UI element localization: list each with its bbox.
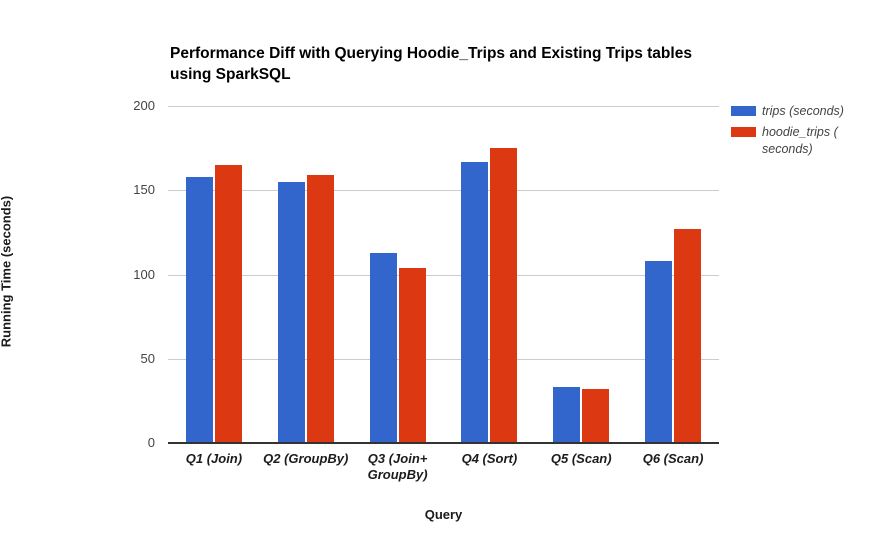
gridline-200	[168, 106, 719, 107]
x-category-label-1: Q1 (Join)	[185, 451, 243, 466]
legend: trips (seconds) hoodie_trips ( seconds)	[731, 103, 844, 162]
gridline-50	[168, 358, 719, 360]
y-tick-label-150: 150	[133, 182, 155, 198]
gridline-150	[168, 190, 719, 192]
y-tick-label-100: 100	[133, 266, 155, 282]
bar-group-4	[444, 106, 536, 443]
bar-trips-q6[interactable]	[645, 261, 673, 443]
bar-group-1	[168, 106, 260, 443]
bar-hoodie_trips-q5[interactable]	[582, 389, 610, 443]
bar-hoodie_trips-q4[interactable]	[490, 148, 518, 443]
bar-hoodie_trips-q6[interactable]	[674, 229, 702, 443]
x-category-label-5: Q5 (Scan)	[550, 451, 612, 466]
bar-trips-q4[interactable]	[461, 161, 489, 443]
bar-trips-q3[interactable]	[369, 252, 397, 443]
legend-label: trips (seconds)	[762, 104, 844, 118]
bar-trips-q2[interactable]	[277, 181, 305, 443]
x-category-label-6: Q6 (Scan)	[642, 451, 704, 466]
bar-group-5	[535, 106, 627, 443]
bar-group-6	[627, 106, 719, 443]
legend-item-trips[interactable]: trips (seconds)	[731, 103, 844, 120]
y-tick-label-0: 0	[147, 435, 155, 450]
bar-trips-q1[interactable]	[185, 176, 213, 443]
bar-group-3	[352, 106, 444, 443]
legend-swatch-icon	[731, 106, 756, 116]
bar-group-2	[260, 106, 352, 443]
bar-trips-q5[interactable]	[553, 387, 581, 443]
x-category-label-4: Q4 (Sort)	[461, 451, 518, 466]
legend-item-hoodie_trips[interactable]: hoodie_trips ( seconds)	[731, 124, 844, 158]
y-axis-title: Running Time (seconds)	[0, 195, 14, 348]
y-tick-label-50: 50	[140, 350, 155, 366]
bar-hoodie_trips-q2[interactable]	[306, 175, 334, 443]
chart-title: Performance Diff with Querying Hoodie_Tr…	[170, 43, 692, 85]
bar-hoodie_trips-q3[interactable]	[398, 267, 426, 443]
chart-title-line-1: Performance Diff with Querying Hoodie_Tr…	[170, 45, 692, 62]
gridline-100	[168, 274, 719, 276]
x-category-label-2: Q2 (GroupBy)	[263, 451, 349, 466]
plot-area	[168, 106, 719, 443]
legend-swatch-icon	[731, 127, 756, 137]
y-tick-label-200: 200	[133, 98, 155, 113]
legend-label: hoodie_trips ( seconds)	[762, 125, 838, 156]
x-category-label-3: Q3 (Join+ GroupBy)	[367, 451, 428, 482]
x-axis-baseline	[168, 442, 719, 444]
x-axis-title: Query	[424, 507, 463, 522]
chart-title-line-2: using SparkSQL	[170, 66, 291, 83]
bar-hoodie_trips-q1[interactable]	[214, 164, 242, 443]
